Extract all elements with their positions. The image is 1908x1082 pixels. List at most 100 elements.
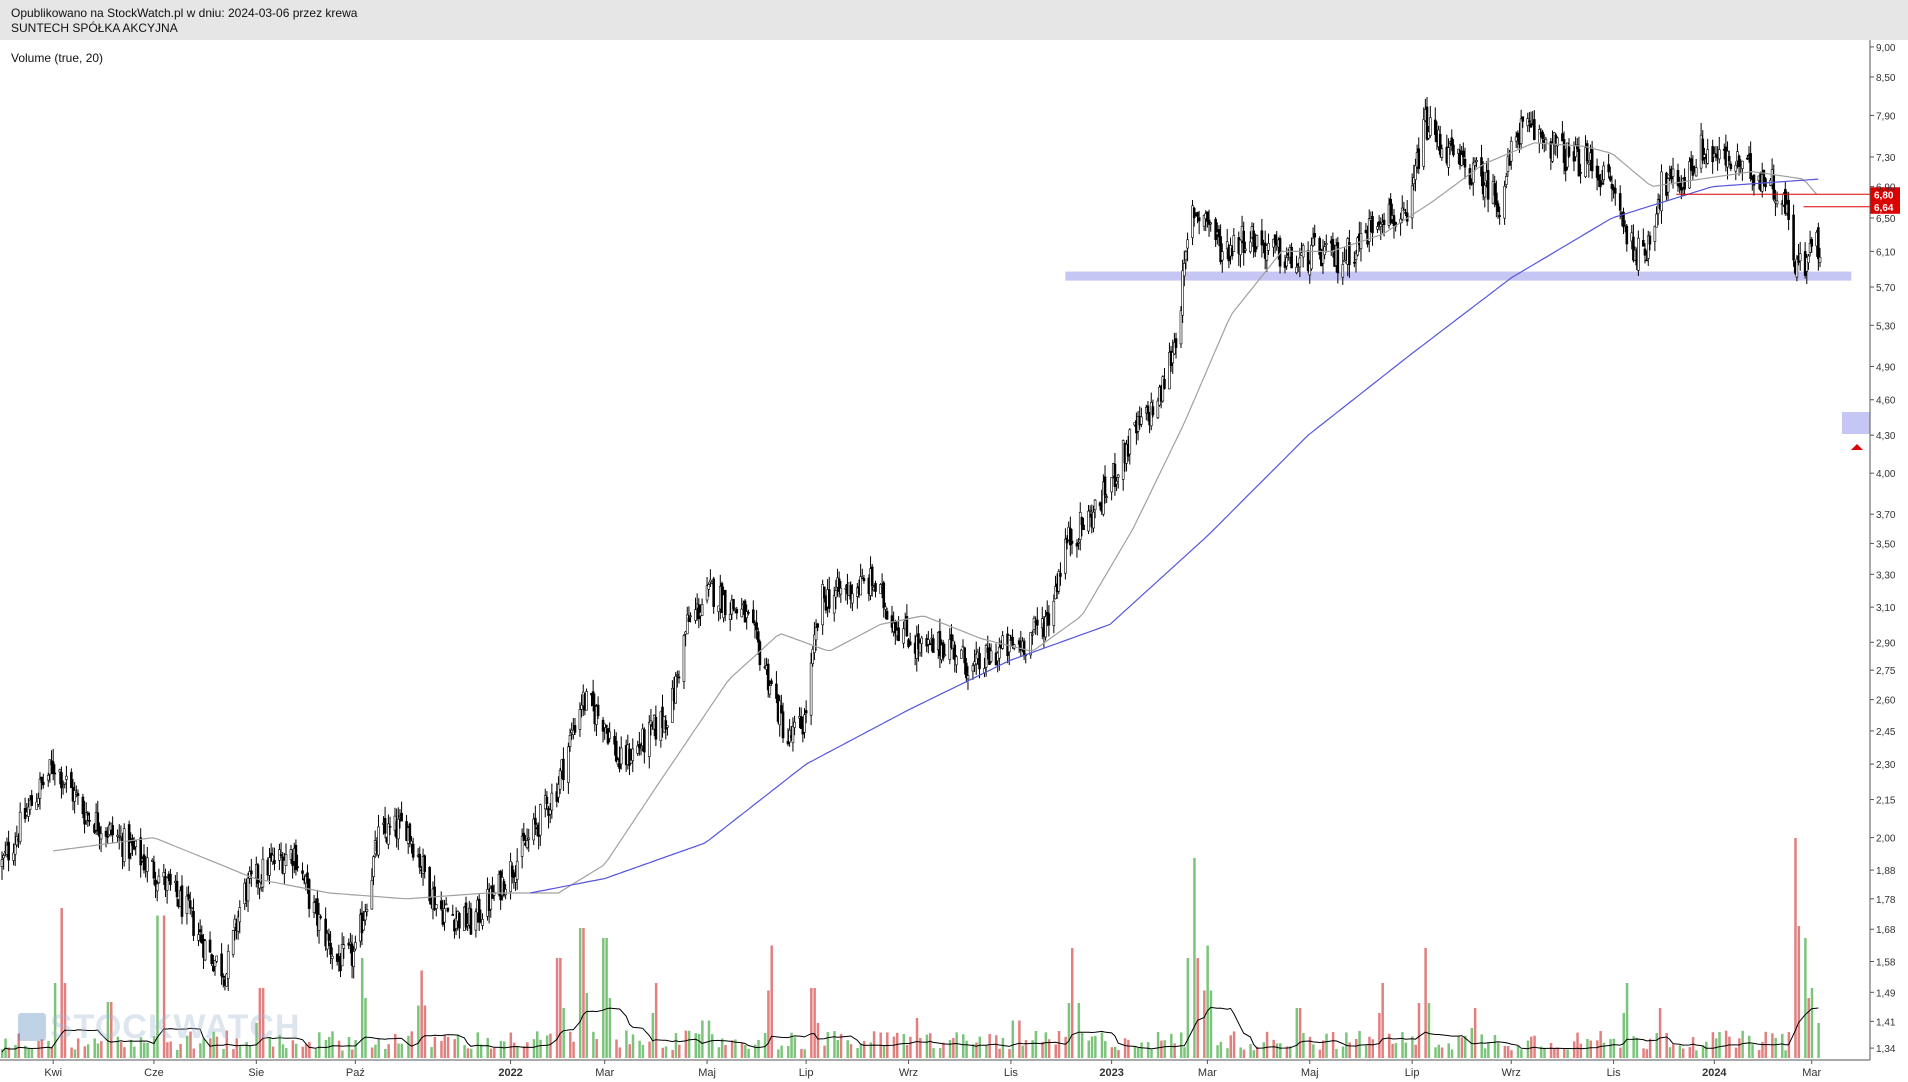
volume-bar [129,1039,133,1058]
volume-bar [1057,1031,1061,1058]
volume-bar [971,1044,975,1058]
volume-bar [509,1032,513,1058]
volume-bar [895,1032,899,1058]
candle-body [1036,619,1039,626]
candle-body [1691,165,1695,176]
volume-bar [50,1046,54,1058]
candle-body [1610,183,1614,189]
volume-bar [1642,1048,1645,1058]
y-tick-label: 1,58 [1876,957,1896,968]
candle-body [1353,261,1356,264]
candle-body [578,709,582,730]
company-name: SUNTECH SPÓŁKA AKCYJNA [11,21,178,35]
volume-bar [420,970,423,1058]
candle-body [1496,203,1500,212]
volume-bar [1401,1032,1404,1058]
candle-body [1171,352,1175,364]
candle-body [1493,183,1497,196]
volume-bar [1804,938,1807,1058]
candle-body [1163,379,1166,389]
candle-body [735,609,739,614]
volume-bar [1797,926,1801,1058]
volume-bar [1747,1035,1751,1058]
candle-body [1585,143,1589,162]
volume-average-line [1,1006,1819,1053]
candle-body [1382,219,1386,226]
candle-body [799,716,803,729]
candle-body [352,951,356,967]
candles-layer [0,96,1822,991]
volume-bar [1298,1008,1302,1058]
candle-body [677,676,681,679]
volume-bar [1817,1023,1820,1058]
volume-bar [374,1044,377,1058]
volume-bar [209,1038,212,1058]
volume-bar [179,1044,182,1058]
volume-bar [522,1046,526,1058]
volume-bar [1625,983,1629,1058]
volume-bar [1186,958,1190,1058]
volume-bar [747,1048,750,1058]
alert-triangle-icon [1851,444,1863,450]
volume-bar [185,1035,189,1058]
volume-bar [1265,1031,1269,1058]
volume-bar [377,1038,380,1058]
volume-bar [592,1031,595,1058]
candle-body [639,748,643,751]
candle-body [834,590,838,598]
candle-body [294,845,298,870]
candle-body [142,854,146,871]
volume-bar [1761,1041,1764,1058]
indicator-label: Volume (true, 20) [11,51,104,65]
candle-body [84,812,88,821]
candle-body [520,835,524,857]
volume-bar [948,1039,952,1058]
volume-bar [100,1041,103,1058]
candle-body [568,735,572,747]
candle-body [697,604,701,620]
y-tick-label: 4,00 [1876,469,1896,480]
candle-body [212,965,215,972]
volume-bar [833,1031,836,1058]
candle-body [446,907,450,912]
volume-bar [393,1033,397,1058]
candle-body [666,725,669,728]
candle-body [1689,158,1693,171]
volume-bar [869,1042,873,1058]
candle-body [687,617,691,622]
volume-bar [734,1039,737,1058]
candle-body [562,758,565,781]
volume-bar [1170,1033,1173,1058]
candle-body [370,880,374,910]
volume-bar [938,1048,942,1058]
candle-body [989,650,993,662]
volume-bar [1312,1044,1315,1058]
volume-bar [793,1037,797,1058]
candle-body [1092,511,1095,529]
volume-bar [1447,1043,1450,1058]
candle-body [1065,537,1069,544]
volume-bar [625,1030,628,1058]
candle-body [433,886,436,910]
candle-body [1688,161,1691,189]
candle-body [213,960,217,967]
candle-body [337,956,341,962]
candle-body [1528,120,1531,123]
candle-body [1618,193,1622,211]
candle-body [454,918,458,929]
volume-bar [1371,1039,1375,1058]
x-tick-label: Kwi [44,1067,62,1079]
x-tick-label: Wrz [899,1067,918,1079]
candle-body [920,637,924,644]
candle-body [1817,227,1820,260]
volume-bar [1563,1048,1566,1058]
candle-body [1807,255,1810,263]
volume-bar [1331,1032,1335,1058]
candle-body [325,933,329,950]
candle-body [775,683,778,699]
candle-body [948,639,952,660]
candle-body [256,864,260,884]
candle-body [1267,243,1270,251]
volume-bar [1668,1047,1672,1058]
